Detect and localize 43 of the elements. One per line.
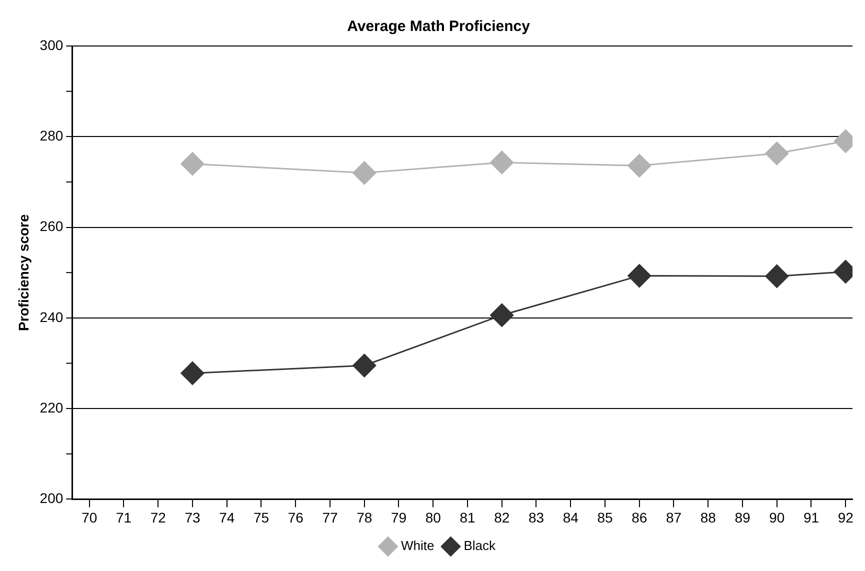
x-tick-label: 90 [769,509,785,526]
point [490,303,514,327]
point [765,264,789,288]
x-tick-label: 77 [322,509,338,526]
x-tick-label: 84 [562,509,579,526]
x-tick-label: 79 [390,509,407,526]
y-axis-title: Proficiency score [15,214,32,331]
x-tick-label: 74 [219,509,235,526]
point [352,354,376,378]
x-tick-label: 81 [460,509,476,526]
x-tick-label: 72 [150,509,166,526]
x-tick-label: 82 [494,509,510,526]
y-tick-label: 200 [40,490,64,506]
y-tick-label: 300 [40,36,64,53]
y-tick-label: 220 [40,399,64,416]
x-tick-label: 87 [666,509,682,526]
x-tick-label: 76 [288,509,304,526]
x-tick-label: 75 [253,509,270,526]
x-tick-label: 70 [82,509,98,526]
point [628,154,652,178]
x-tick-label: 86 [632,509,648,526]
chart-title: Average Math Proficiency [347,18,531,36]
x-tick-label: 91 [803,509,820,526]
x-tick-label: 85 [597,509,613,526]
legend-label: Black [464,538,496,554]
point [765,142,789,166]
point [352,161,376,185]
point [628,264,652,288]
x-tick-label: 88 [700,509,716,526]
x-tick-label: 73 [184,509,200,526]
legend-label: White [400,538,434,554]
x-tick-label: 83 [528,509,544,526]
x-tick-label: 78 [356,509,372,526]
x-tick-label: 92 [838,509,854,526]
point [180,361,204,385]
x-tick-label: 80 [425,509,442,526]
x-tick-label: 71 [116,509,132,526]
y-tick-label: 240 [40,308,64,325]
point [490,150,514,174]
y-tick-label: 280 [40,128,64,144]
y-tick-label: 260 [40,218,64,234]
point [180,152,204,176]
x-tick-label: 89 [734,509,750,526]
